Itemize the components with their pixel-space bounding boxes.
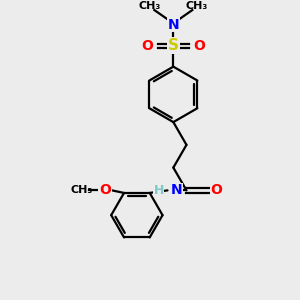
Text: CH₃: CH₃ — [139, 1, 161, 11]
Text: O: O — [99, 183, 111, 197]
Text: O: O — [142, 39, 154, 53]
Text: N: N — [171, 183, 183, 197]
Text: CH₃: CH₃ — [70, 185, 92, 195]
Text: N: N — [167, 18, 179, 32]
Text: O: O — [193, 39, 205, 53]
Text: O: O — [211, 183, 223, 197]
Text: S: S — [168, 38, 179, 53]
Text: CH₃: CH₃ — [186, 1, 208, 11]
Text: H: H — [154, 184, 164, 197]
